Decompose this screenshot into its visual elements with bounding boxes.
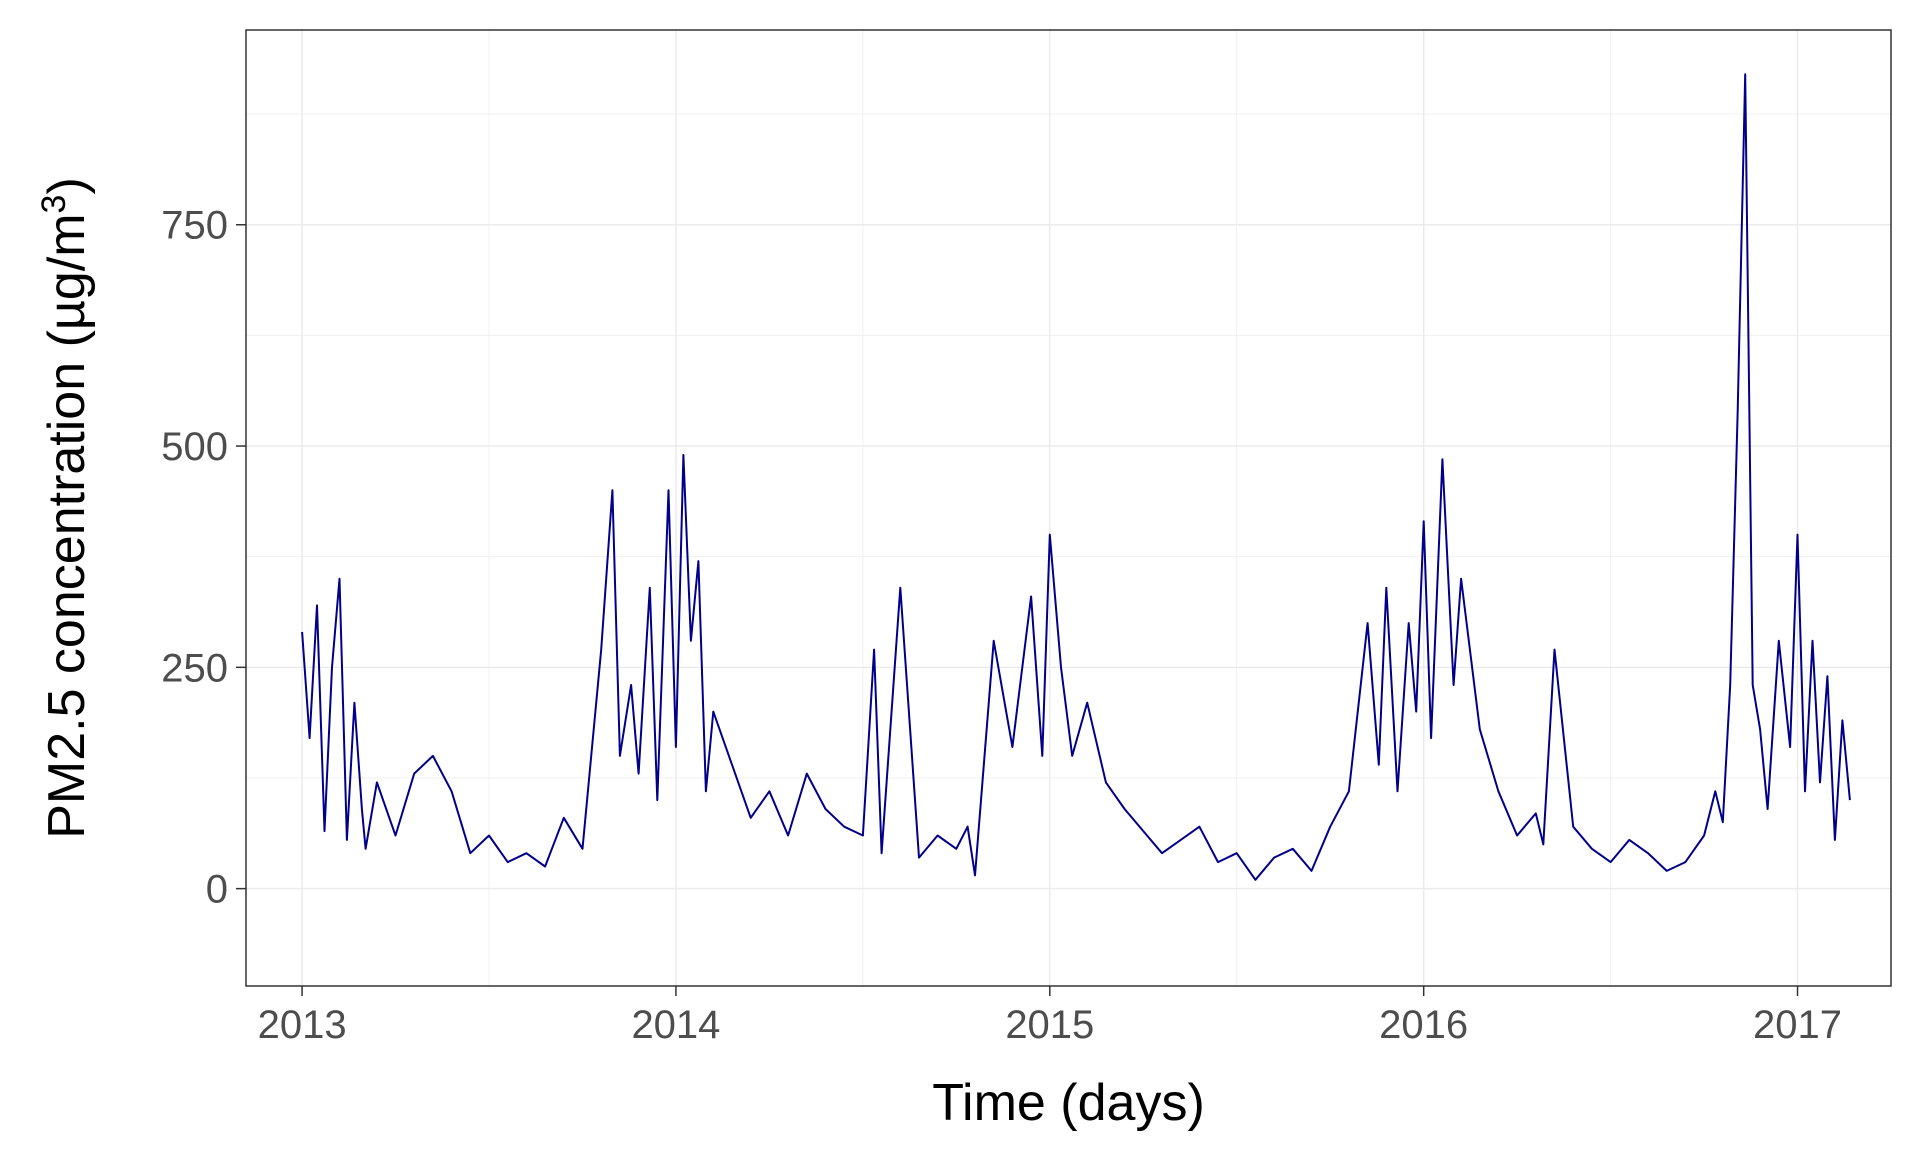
minor-gridlines bbox=[246, 30, 1891, 986]
y-axis-title-main: PM2.5 concentration (µg/m bbox=[38, 213, 96, 838]
y-axis: 0 250 500 750 bbox=[161, 204, 246, 912]
x-axis: 2013 2014 2015 2016 2017 bbox=[258, 986, 1842, 1047]
y-tick-label: 750 bbox=[161, 204, 228, 248]
y-tick-label: 500 bbox=[161, 425, 228, 469]
major-gridlines bbox=[246, 30, 1891, 986]
x-tick-label: 2016 bbox=[1379, 1003, 1468, 1047]
y-tick-label: 250 bbox=[161, 646, 228, 690]
y-axis-title-superscript: 3 bbox=[35, 195, 73, 214]
x-tick-label: 2017 bbox=[1753, 1003, 1842, 1047]
y-axis-title-end: ) bbox=[38, 177, 96, 194]
x-tick-label: 2014 bbox=[631, 1003, 720, 1047]
x-tick-label: 2013 bbox=[258, 1003, 347, 1047]
x-axis-title: Time (days) bbox=[932, 1074, 1205, 1132]
y-tick-label: 0 bbox=[206, 868, 228, 912]
y-axis-title: PM2.5 concentration (µg/m3) bbox=[35, 177, 96, 839]
x-tick-label: 2015 bbox=[1005, 1003, 1094, 1047]
pm25-series-line bbox=[301, 73, 1851, 881]
plot-panel-border bbox=[245, 29, 1892, 987]
